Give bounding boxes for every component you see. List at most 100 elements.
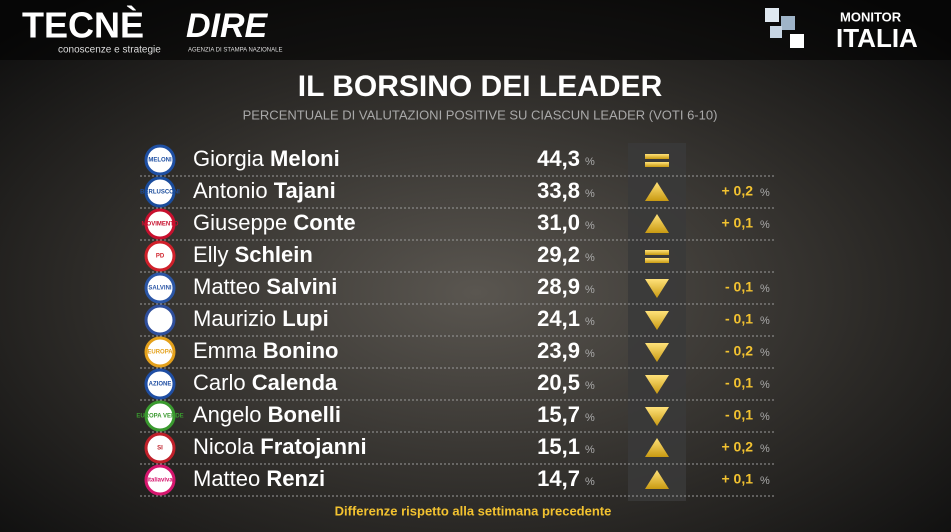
brand-tecne-tagline: conoscenze e strategie [58, 45, 161, 56]
first-name: Matteo [193, 466, 260, 491]
change-value: - 0,1 [725, 279, 753, 295]
rating-value: 31,0 [537, 210, 580, 235]
party-logo-label: MOVIMENTO [142, 222, 179, 228]
last-name: Schlein [235, 242, 313, 267]
trend-down [645, 343, 669, 362]
last-name: Bonelli [268, 402, 341, 427]
brand-tecne: TECNÈ [22, 5, 144, 46]
last-name: Meloni [270, 146, 340, 171]
change-unit: % [760, 443, 770, 455]
change-value: + 0,1 [721, 471, 753, 487]
rating-value: 33,8 [537, 178, 580, 203]
last-name: Salvini [266, 274, 337, 299]
table: MELONI Giorgia Meloni 44,3 % BERLUSCONI Anton… [136, 144, 776, 497]
last-name: Tajani [274, 178, 336, 203]
change-unit: % [760, 219, 770, 231]
trend-down [645, 279, 669, 298]
brand-italia: ITALIA [836, 23, 918, 53]
leader-name: Giorgia Meloni [193, 146, 340, 171]
first-name: Giorgia [193, 146, 265, 171]
first-name: Emma [193, 338, 257, 363]
party-logo-label: PD [156, 254, 165, 260]
party-logo [144, 240, 176, 272]
trend-same [645, 162, 669, 167]
leader-name: Elly Schlein [193, 242, 313, 267]
change-unit: % [760, 283, 770, 295]
trend-up [645, 182, 669, 201]
party-logo [144, 336, 176, 368]
rating-unit: % [585, 380, 595, 392]
rating-value: 24,1 [537, 306, 580, 331]
monitor-logo-icon [765, 8, 804, 48]
party-logo [144, 432, 176, 464]
first-name: Angelo [193, 402, 262, 427]
change-unit: % [760, 187, 770, 199]
party-logo-label: EUROPA [147, 350, 173, 356]
leader-name: Maurizio Lupi [193, 306, 329, 331]
change-value: + 0,2 [721, 183, 753, 199]
rating-value: 20,5 [537, 370, 580, 395]
last-name: Lupi [282, 306, 328, 331]
first-name: Elly [193, 242, 228, 267]
last-name: Fratojanni [260, 434, 366, 459]
party-logo-label: SALVINI [148, 286, 172, 292]
party-logo-label: BERLUSCONI [140, 190, 180, 196]
rating-value: 44,3 [537, 146, 580, 171]
rating-unit: % [585, 476, 595, 488]
rating-value: 29,2 [537, 242, 580, 267]
leader-name: Matteo Renzi [193, 466, 325, 491]
rating-unit: % [585, 412, 595, 424]
change-unit: % [760, 411, 770, 423]
change-unit: % [760, 347, 770, 359]
trend-down [645, 375, 669, 394]
first-name: Giuseppe [193, 210, 287, 235]
first-name: Nicola [193, 434, 255, 459]
change-unit: % [760, 315, 770, 327]
party-logo [144, 400, 176, 432]
change-value: - 0,1 [725, 407, 753, 423]
last-name: Renzi [266, 466, 325, 491]
change-value: - 0,2 [725, 343, 753, 359]
trend-up [645, 214, 669, 233]
party-logo-label: italiaviva [147, 478, 173, 484]
rating-unit: % [585, 348, 595, 360]
party-logo [144, 176, 176, 208]
rating-unit: % [585, 444, 595, 456]
rating-unit: % [585, 156, 595, 168]
rating-value: 28,9 [537, 274, 580, 299]
trend-same [645, 258, 669, 263]
change-value: - 0,1 [725, 311, 753, 327]
first-name: Maurizio [193, 306, 276, 331]
change-value: - 0,1 [725, 375, 753, 391]
party-logo-label: SI [157, 446, 163, 452]
trend-down [645, 407, 669, 426]
title: IL BORSINO DEI LEADER [298, 70, 663, 103]
trend-up [645, 438, 669, 457]
change-value: + 0,1 [721, 215, 753, 231]
party-logo [144, 144, 176, 176]
party-logo [144, 304, 176, 336]
party-logo-label: MELONI [148, 158, 172, 164]
leader-name: Antonio Tajani [193, 178, 336, 203]
rating-unit: % [585, 252, 595, 264]
change-unit: % [760, 475, 770, 487]
rating-value: 15,7 [537, 402, 580, 427]
party-logo [144, 368, 176, 400]
leader-name: Matteo Salvini [193, 274, 337, 299]
party-logo-label: EUROPA VERDE [136, 414, 183, 420]
first-name: Antonio [193, 178, 268, 203]
party-logo [144, 464, 176, 496]
rating-unit: % [585, 220, 595, 232]
trend-same [645, 250, 669, 255]
last-name: Bonino [263, 338, 339, 363]
last-name: Conte [293, 210, 355, 235]
leader-name: Giuseppe Conte [193, 210, 356, 235]
party-logo [144, 272, 176, 304]
first-name: Matteo [193, 274, 260, 299]
leader-name: Carlo Calenda [193, 370, 338, 395]
rating-unit: % [585, 284, 595, 296]
brand-dire: DIRE [186, 7, 269, 45]
footer-note: Differenze rispetto alla settimana prece… [335, 503, 612, 518]
brand-monitor: MONITOR [840, 9, 902, 24]
